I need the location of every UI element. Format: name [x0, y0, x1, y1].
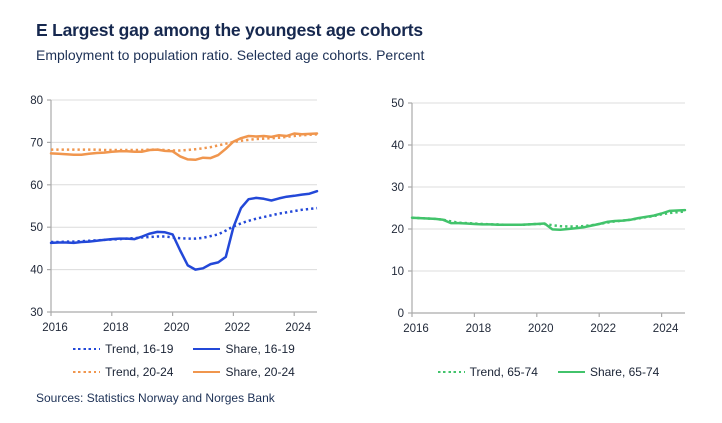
series-line-trend-20-24 [51, 133, 318, 152]
series-line-trend-65-74 [411, 210, 686, 228]
share-65-74-line-swatch [557, 370, 585, 374]
legend-item-share-20-24: Share, 20-24 [193, 365, 295, 379]
y-tick-label: 80 [30, 95, 43, 107]
chart-subtitle: Employment to population ratio. Selected… [36, 47, 425, 63]
legend-item-trend-65-74: Trend, 65-74 [437, 365, 538, 379]
legend-item-trend-16-19: Trend, 16-19 [73, 342, 173, 356]
series-line-share-16-19 [49, 189, 319, 271]
left-chart-legend: Trend, 16-19 Share, 16-19 Trend, 20-24 S… [51, 338, 317, 383]
y-tick-label: 0 [398, 308, 404, 320]
legend-item-trend-20-24: Trend, 20-24 [73, 365, 173, 379]
y-tick-label: 30 [30, 307, 43, 319]
x-tick-label: 2024 [285, 322, 311, 334]
x-tick-label: 2016 [42, 322, 68, 334]
y-tick-label: 30 [391, 182, 404, 194]
share-20-24-line-swatch [193, 370, 221, 374]
y-tick-label: 40 [30, 265, 43, 277]
trend-16-19-line-swatch [73, 347, 101, 351]
x-tick-label: 2024 [653, 323, 679, 335]
y-tick-label: 60 [30, 180, 43, 192]
legend-row-20-24: Trend, 20-24 Share, 20-24 [73, 361, 295, 383]
legend-item-share-16-19: Share, 16-19 [193, 342, 295, 356]
x-tick-label: 2022 [590, 323, 616, 335]
legend-label-trend-20-24: Trend, 20-24 [105, 365, 174, 379]
y-tick-label: 50 [30, 222, 43, 234]
y-tick-label: 10 [391, 266, 404, 278]
x-tick-label: 2016 [403, 323, 429, 335]
y-tick-label: 40 [391, 140, 404, 152]
x-tick-label: 2020 [164, 322, 190, 334]
series-line-trend-16-19 [51, 206, 318, 244]
x-tick-label: 2018 [103, 322, 129, 334]
trend-20-24-line-swatch [73, 370, 101, 374]
legend-label-trend-65-74: Trend, 65-74 [469, 365, 538, 379]
legend-label-trend-16-19: Trend, 16-19 [105, 342, 174, 356]
legend-row-65-74: Trend, 65-74 Share, 65-74 [437, 361, 660, 383]
y-tick-label: 70 [30, 137, 43, 149]
legend-label-share-20-24: Share, 20-24 [225, 365, 295, 379]
series-line-share-65-74 [410, 208, 687, 232]
page-title: E Largest gap among the youngest age coh… [36, 20, 423, 40]
sources-note: Sources: Statistics Norway and Norges Ba… [36, 391, 275, 405]
y-tick-label: 20 [391, 224, 404, 236]
legend-row-16-19: Trend, 16-19 Share, 16-19 [73, 338, 295, 360]
x-tick-label: 2022 [225, 322, 251, 334]
legend-label-share-65-74: Share, 65-74 [589, 365, 660, 379]
series-line-share-20-24 [49, 132, 319, 162]
trend-65-74-line-swatch [437, 370, 465, 374]
share-16-19-line-swatch [193, 347, 221, 351]
legend-item-share-65-74: Share, 65-74 [557, 365, 660, 379]
y-tick-label: 50 [391, 98, 404, 110]
x-tick-label: 2020 [528, 323, 554, 335]
x-tick-label: 2018 [466, 323, 492, 335]
right-chart-legend: Trend, 65-74 Share, 65-74 [412, 361, 685, 383]
legend-label-share-16-19: Share, 16-19 [225, 342, 295, 356]
